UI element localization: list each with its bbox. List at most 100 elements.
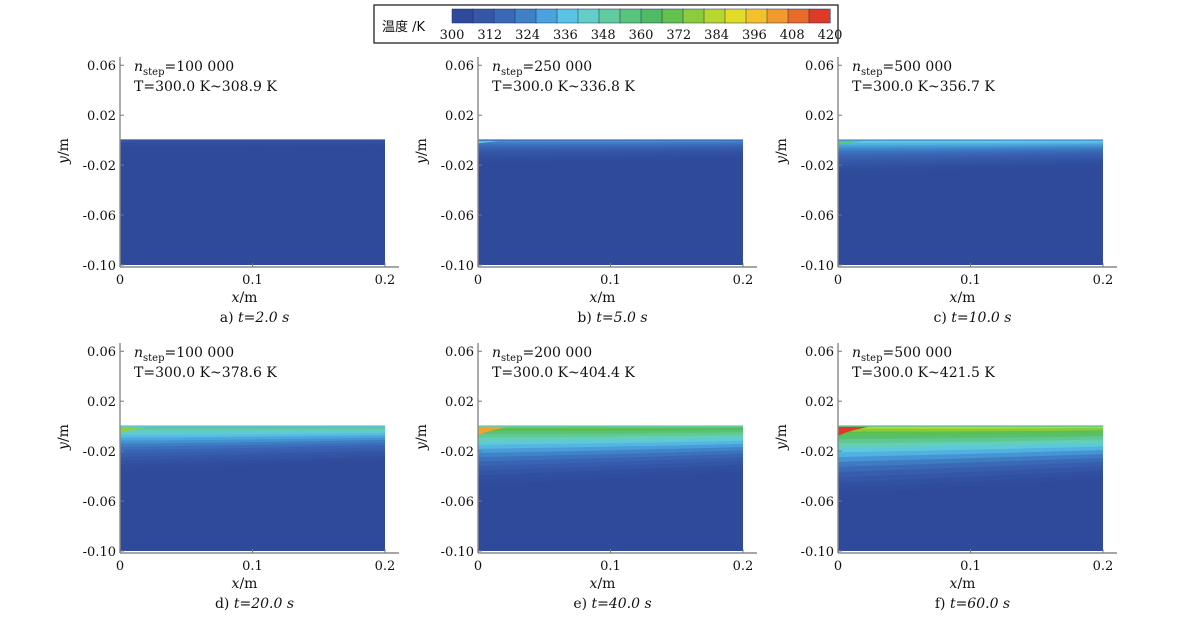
step-symbol: n [492, 345, 501, 361]
x-axis-unit: /m [597, 290, 615, 306]
y-tick-label: -0.02 [441, 159, 474, 174]
colorbar-swatch [640, 8, 663, 24]
x-tick-label: 0.1 [960, 559, 981, 574]
y-axis-unit: /m [56, 424, 72, 442]
y-tick-label: 0.02 [805, 395, 834, 410]
y-tick-label: 0.02 [87, 109, 116, 124]
step-value: =200 000 [523, 345, 593, 361]
x-tick-label: 0.2 [733, 273, 754, 288]
y-tick-label: -0.02 [801, 445, 834, 460]
x-axis-label: x/m [590, 576, 616, 592]
panel-time: t=5.0 s [596, 310, 647, 326]
panel-c: 0.060.02-0.02-0.06-0.100 0.1 0.2x/my/mnste… [774, 57, 1117, 326]
hot-spot [838, 426, 872, 437]
y-axis-label: y/m [414, 424, 430, 451]
y-tick-label: -0.06 [83, 209, 116, 224]
x-tick-label: 0 [474, 273, 482, 288]
y-tick-label: 0.06 [445, 345, 474, 360]
hot-spot [478, 426, 512, 436]
x-axis-unit: /m [239, 290, 257, 306]
y-axis-symbol: y [56, 441, 72, 451]
x-axis-unit: /m [957, 290, 975, 306]
y-axis-symbol: y [56, 155, 72, 165]
step-count-annotation: nstep=100 000 [134, 345, 234, 364]
y-tick-label: -0.02 [801, 159, 834, 174]
colorbar-swatch [598, 8, 621, 24]
colorbar-swatch [745, 8, 768, 24]
x-tick-label: 0.2 [1093, 559, 1114, 574]
x-axis-label: x/m [950, 290, 976, 306]
temperature-colorbar: 温度 /K 300 312 324 336 348 360 372 384 396 408 420 [373, 4, 843, 44]
panel-time: t=40.0 s [592, 596, 652, 612]
colorbar-swatch [451, 8, 474, 24]
panel-letter: d) [215, 596, 234, 612]
panel-d: 0.060.02-0.02-0.06-0.100 0.1 0.2x/my/mnste… [56, 343, 399, 612]
colorbar-tick-label: 420 [818, 28, 843, 43]
step-count-annotation: nstep=200 000 [492, 345, 592, 364]
panel-time: t=2.0 s [238, 310, 289, 326]
y-tick-label: -0.06 [801, 209, 834, 224]
colorbar-swatch [787, 8, 810, 24]
y-tick-label: -0.02 [83, 159, 116, 174]
colorbar-tick-label: 396 [742, 28, 767, 43]
x-axis-symbol: x [590, 290, 598, 306]
colorbar-tick-label: 360 [629, 28, 654, 43]
y-tick-label: 0.06 [805, 345, 834, 360]
y-axis-symbol: y [774, 155, 790, 165]
y-tick-label: -0.06 [441, 209, 474, 224]
x-tick-label: 0 [116, 273, 124, 288]
y-axis-label: y/m [414, 138, 430, 165]
y-tick-label: 0.02 [445, 395, 474, 410]
step-subscript: step [501, 353, 522, 364]
panel-caption: f) t=60.0 s [935, 596, 1010, 612]
colorbar-swatch [808, 8, 831, 24]
step-value: =250 000 [523, 59, 593, 75]
step-symbol: n [852, 345, 861, 361]
x-axis-symbol: x [232, 290, 240, 306]
step-subscript: step [861, 353, 882, 364]
x-axis-label: x/m [232, 576, 258, 592]
x-axis-symbol: x [232, 576, 240, 592]
y-tick-label: -0.10 [83, 259, 116, 274]
step-symbol: n [134, 59, 143, 75]
y-axis-unit: /m [774, 424, 790, 442]
hot-spot [838, 140, 872, 146]
colorbar-swatch [661, 8, 684, 24]
x-tick-label: 0.1 [960, 273, 981, 288]
step-subscript: step [501, 67, 522, 78]
colorbar-swatch [493, 8, 516, 24]
y-tick-label: -0.10 [83, 545, 116, 560]
panel-e: 0.060.02-0.02-0.06-0.100 0.1 0.2x/my/mnste… [414, 343, 757, 612]
step-subscript: step [143, 353, 164, 364]
temperature-range-annotation: T=300.0 K~421.5 K [852, 365, 995, 381]
colorbar-swatch [724, 8, 747, 24]
step-value: =500 000 [883, 59, 953, 75]
panel-b: 0.060.02-0.02-0.06-0.100 0.1 0.2x/my/mnste… [414, 57, 757, 326]
colorbar-swatch [703, 8, 726, 24]
x-tick-label: 0.2 [375, 273, 396, 288]
y-tick-label: -0.10 [441, 545, 474, 560]
temperature-range-annotation: T=300.0 K~336.8 K [492, 79, 635, 95]
panel-caption: e) t=40.0 s [573, 596, 651, 612]
y-axis-symbol: y [414, 441, 430, 451]
panel-time: t=60.0 s [950, 596, 1010, 612]
y-tick-label: 0.02 [445, 109, 474, 124]
step-symbol: n [134, 345, 143, 361]
temperature-range-annotation: T=300.0 K~404.4 K [492, 365, 635, 381]
x-tick-label: 0.1 [600, 559, 621, 574]
colorbar-tick-label: 312 [477, 28, 502, 43]
colorbar-tick-label: 348 [591, 28, 616, 43]
panel-time: t=20.0 s [234, 596, 294, 612]
panel-caption: a) t=2.0 s [220, 310, 290, 326]
y-axis-unit: /m [774, 138, 790, 156]
y-tick-label: -0.10 [801, 545, 834, 560]
panel-a: 0.060.02-0.02-0.06-0.100 0.1 0.2x/my/mnste… [56, 57, 399, 326]
panel-letter: b) [577, 310, 596, 326]
step-symbol: n [852, 59, 861, 75]
y-axis-unit: /m [56, 138, 72, 156]
y-axis-label: y/m [774, 138, 790, 165]
x-tick-label: 0.2 [733, 559, 754, 574]
x-tick-label: 0.2 [375, 559, 396, 574]
colorbar-swatch [577, 8, 600, 24]
colorbar-tick-label: 372 [666, 28, 691, 43]
